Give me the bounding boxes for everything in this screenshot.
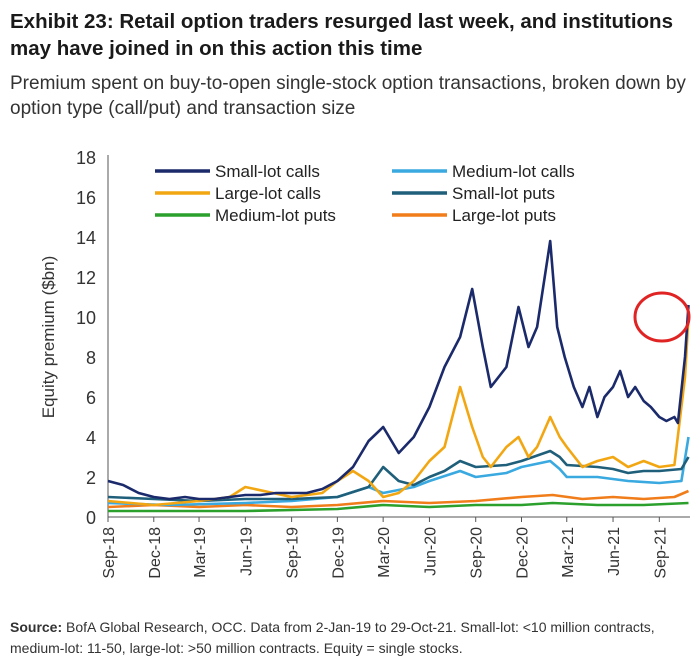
x-tick-label: Jun-20 — [422, 527, 439, 576]
legend-label: Large-lot calls — [215, 184, 321, 203]
x-tick-label: Sep-20 — [469, 527, 486, 579]
line-chart: 0 2 4 6 8 10 12 14 16 18 Equity premium ($bn) Sep-1… — [39, 148, 691, 579]
x-tick-label: Jun-21 — [606, 527, 623, 576]
annotation-circle — [633, 291, 691, 343]
series-line-small-lot-puts — [107, 449, 690, 503]
chart-title: Exhibit 23: Retail option traders resurg… — [10, 10, 673, 60]
legend-label: Medium-lot puts — [215, 206, 336, 225]
y-tick-label: 14 — [76, 228, 96, 248]
series-line-small-lot-calls — [107, 239, 690, 501]
source-note: Source: BofA Global Research, OCC. Data … — [10, 617, 690, 659]
x-tick-label: Mar-19 — [192, 527, 209, 578]
legend-label: Small-lot puts — [452, 184, 555, 203]
series-line-medium-lot-puts — [108, 501, 689, 513]
series-line-large-lot-calls — [107, 316, 690, 507]
legend-label: Medium-lot calls — [452, 162, 575, 181]
x-tick-label: Mar-21 — [560, 527, 577, 578]
y-tick-label: 18 — [76, 148, 96, 168]
series-line-medium-lot-calls — [107, 436, 690, 507]
y-axis-label: Equity premium ($bn) — [39, 256, 58, 419]
y-tick-label: 2 — [86, 468, 96, 488]
y-tick-label: 4 — [86, 428, 96, 448]
x-tick-label: Sep-19 — [285, 527, 302, 579]
y-tick-label: 12 — [76, 268, 96, 288]
y-tick-label: 6 — [86, 388, 96, 408]
source-text: BofA Global Research, OCC. Data from 2-J… — [10, 619, 655, 656]
y-tick-label: 16 — [76, 188, 96, 208]
x-tick-label: Sep-18 — [101, 527, 118, 579]
y-tick-label: 0 — [86, 508, 96, 528]
source-label: Source: — [10, 619, 63, 635]
legend-label: Small-lot calls — [215, 162, 320, 181]
legend-label: Large-lot puts — [452, 206, 556, 225]
y-tick-label: 10 — [76, 308, 96, 328]
x-tick-label: Dec-18 — [147, 527, 164, 579]
x-tick-label: Sep-21 — [652, 527, 669, 579]
x-tick-label: Dec-20 — [514, 527, 531, 579]
x-tick-label: Mar-20 — [376, 527, 393, 578]
series-line-large-lot-puts — [107, 489, 690, 509]
x-tick-label: Jun-19 — [238, 527, 255, 576]
x-tick-label: Dec-19 — [330, 527, 347, 579]
chart-subtitle: Premium spent on buy-to-open single-stoc… — [10, 73, 686, 119]
y-tick-label: 8 — [86, 348, 96, 368]
